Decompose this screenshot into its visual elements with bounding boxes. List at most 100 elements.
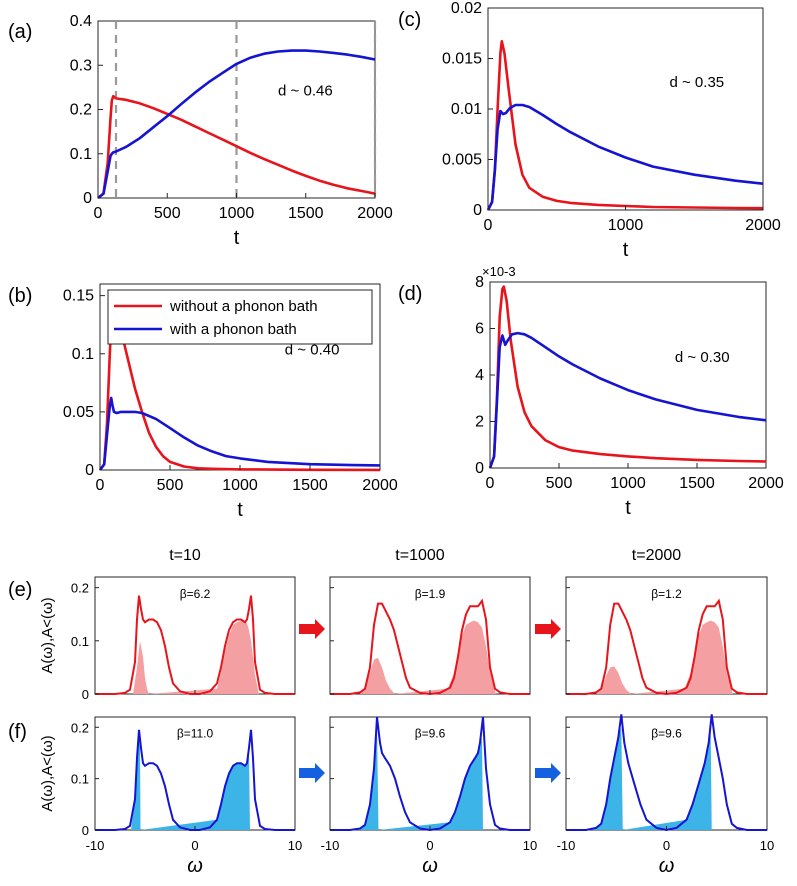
y-tick-label: 0.1 (71, 772, 89, 787)
occupied-spectrum-fill (596, 620, 733, 694)
time-column-title: t=10 (169, 547, 201, 564)
series-line-red (486, 40, 764, 211)
x-tick-label: 1500 (679, 475, 715, 492)
series-line-blue (486, 103, 764, 211)
y-tick-label: 0.4 (70, 13, 92, 30)
arrow-icon (299, 619, 325, 639)
x-tick-label: 0 (96, 477, 105, 494)
y-tick-label: 0 (85, 462, 94, 479)
panel-annotation: β=9.6 (651, 726, 682, 740)
y-tick-label: 0.05 (63, 404, 94, 421)
y-tick-label: 0.005 (442, 152, 482, 169)
panel-annotation: β=9.6 (415, 726, 446, 740)
x-tick-label: 2000 (362, 477, 398, 494)
legend-label: without a phonon bath (169, 298, 318, 315)
x-tick-label: 500 (157, 477, 184, 494)
panel-annotation: β=1.2 (651, 587, 682, 601)
y-tick-label: 0.02 (451, 0, 482, 17)
x-axis-title: t (623, 239, 629, 261)
x-tick-label: 2000 (748, 475, 784, 492)
y-tick-label: 0.15 (63, 288, 94, 305)
panel-label: (d) (398, 283, 422, 305)
y-scale-factor: ×10-3 (482, 264, 516, 279)
x-tick-label: -10 (321, 838, 340, 853)
panel-annotation: β=1.9 (415, 587, 446, 601)
panel-label: (a) (8, 21, 32, 43)
panel-2: 0 1000 2000 0 0.005 0.01 0.015 0.02 (c) t d ~ 0.35 (398, 0, 781, 261)
y-tick-label: 0 (473, 202, 482, 219)
panel-8: -10 0 1000.10.2(f)ωA(ω),A<(ω)β=11.0 (8, 716, 302, 877)
y-tick-label: 0 (475, 460, 484, 477)
x-tick-label: 10 (288, 838, 302, 853)
y-tick-label: 0 (82, 823, 89, 838)
x-axis-title: t (625, 497, 631, 519)
x-tick-label: 2000 (745, 217, 781, 234)
panel-1: 0 500 1000 1500 2000 0 0.1 0.2 0.3 0.4 (a) t d ~ 0.4… (8, 13, 393, 249)
plot-frame (94, 716, 296, 831)
y-tick-label: 4 (475, 367, 484, 384)
x-tick-label: 0 (191, 838, 198, 853)
x-tick-label: 2000 (357, 205, 393, 222)
y-tick-label: 0.015 (442, 51, 482, 68)
x-tick-label: 1000 (608, 217, 644, 234)
x-tick-label: 0 (663, 838, 670, 853)
x-axis-title: ω (659, 855, 675, 877)
y-tick-label: 0 (82, 687, 89, 702)
plot-frame (565, 576, 768, 695)
arrow-icon (535, 763, 561, 783)
x-axis-title: ω (422, 855, 438, 877)
x-tick-label: -10 (86, 838, 105, 853)
x-axis-title: ω (187, 855, 203, 877)
y-tick-label: 0.01 (451, 101, 482, 118)
x-tick-label: 500 (546, 475, 573, 492)
panel-annotation: β=6.2 (180, 587, 211, 601)
panel-5: 0 0.1 0.2 (e) A(ω),A<(ω) β=6.2 t=10 (8, 547, 296, 702)
legend-box (107, 289, 373, 345)
panel-annotation: d ~ 0.46 (278, 82, 333, 99)
occupied-spectrum-fill (131, 732, 250, 830)
panel-label: (e) (8, 579, 32, 601)
x-tick-label: 0 (484, 217, 493, 234)
y-tick-label: 0.2 (71, 720, 89, 735)
plot-frame (329, 576, 531, 695)
legend-label: with a phonon bath (169, 321, 297, 338)
plot-frame (489, 281, 767, 469)
y-tick-label: 0.3 (70, 57, 92, 74)
series-line-red (488, 285, 767, 469)
occupied-spectrum-fill (133, 620, 259, 694)
panel-6: β=1.9 t=1000 (329, 547, 531, 696)
x-tick-label: 0 (94, 205, 103, 222)
panel-annotation: d ~ 0.40 (285, 342, 340, 359)
panel-label: (f) (8, 721, 27, 743)
panel-10: -10 0 10 ω β=9.6 (557, 714, 774, 877)
y-axis-title: A(ω),A<(ω) (39, 735, 56, 811)
x-tick-label: -10 (557, 838, 576, 853)
panel-7: β=1.2 t=2000 (565, 547, 768, 696)
panel-4: 0 500 1000 1500 2000 0 2 4 6 8 (d) t d ~ 0.30 ×10-3 (398, 264, 784, 519)
series-line-blue (98, 396, 381, 471)
x-tick-label: 1500 (288, 205, 324, 222)
series-line-blue (488, 331, 767, 469)
x-tick-label: 0 (426, 838, 433, 853)
x-tick-label: 1000 (610, 475, 646, 492)
occupied-spectrum-fill (586, 727, 712, 830)
x-tick-label: 500 (154, 205, 181, 222)
y-tick-label: 0.1 (70, 146, 92, 163)
panel-annotation: β=11.0 (177, 726, 214, 740)
x-tick-label: 1000 (222, 477, 258, 494)
occupied-spectrum-fill (355, 727, 483, 830)
panel-label: (c) (398, 9, 421, 31)
time-column-title: t=2000 (632, 547, 681, 564)
panel-label: (b) (8, 285, 32, 307)
y-tick-label: 8 (475, 274, 484, 291)
y-tick-label: 0.1 (71, 634, 89, 649)
x-tick-label: 1000 (219, 205, 255, 222)
series-line-blue (97, 49, 376, 200)
x-tick-label: 0 (486, 475, 495, 492)
time-column-title: t=1000 (395, 547, 444, 564)
panel-9: -10 0 10 ω β=9.6 (321, 716, 537, 877)
y-tick-label: 0 (83, 190, 92, 207)
plot-frame (329, 716, 531, 831)
